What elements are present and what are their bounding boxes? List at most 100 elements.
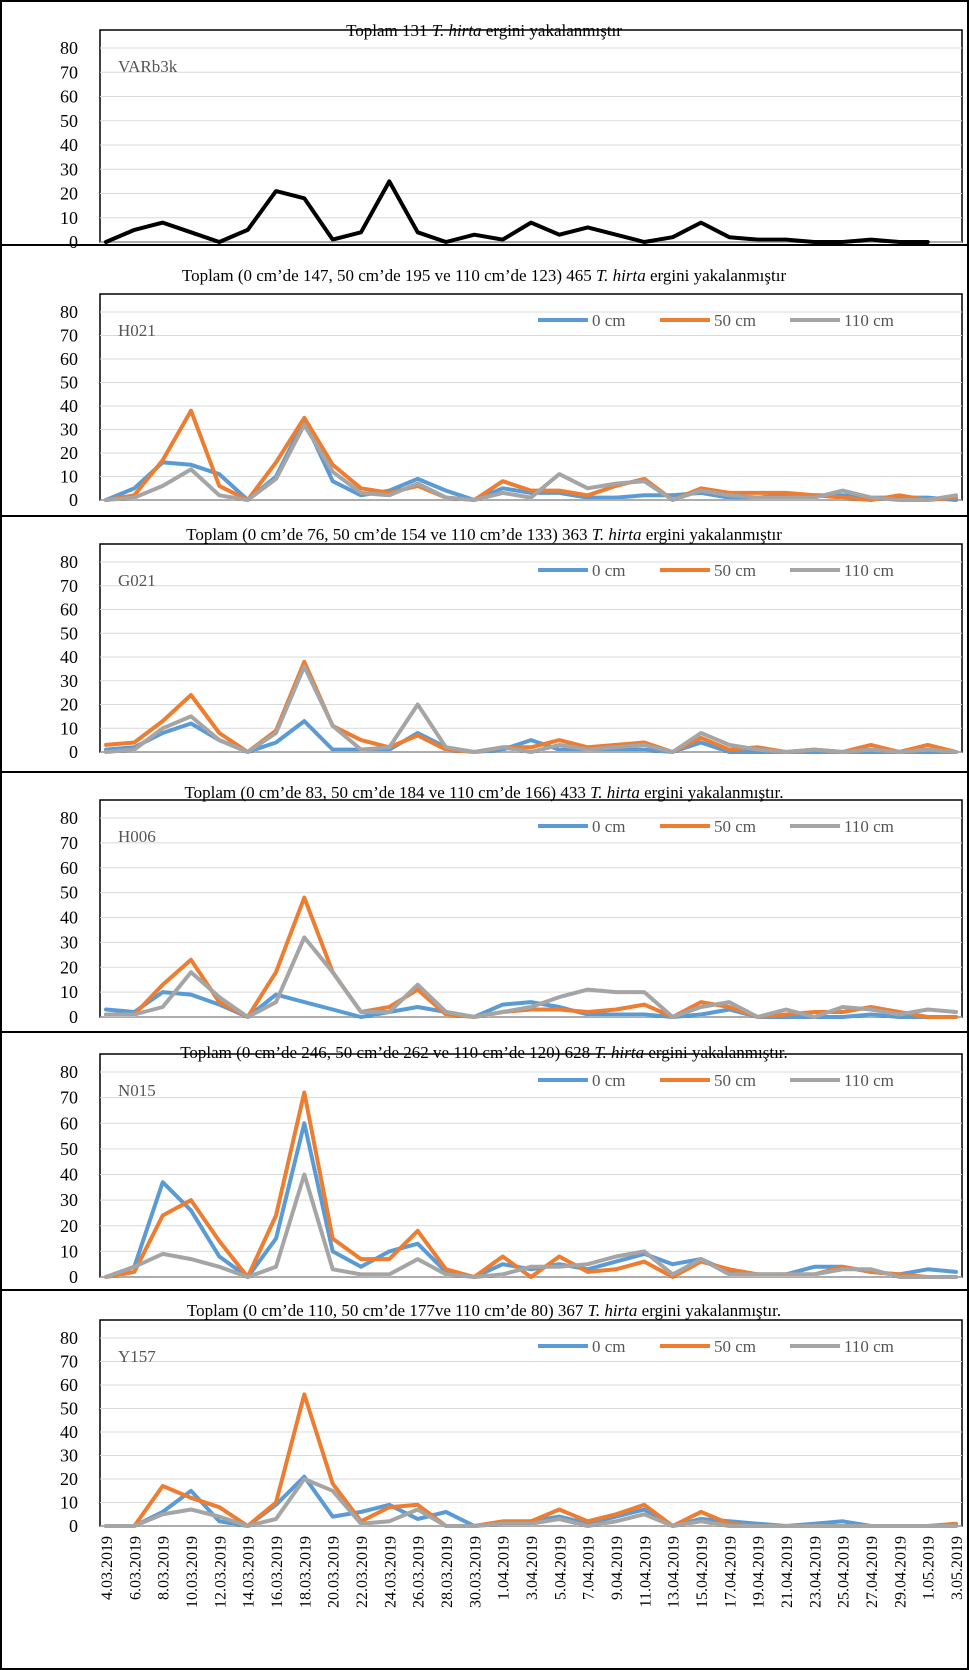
title-part: ergini yakalanmıştır <box>642 525 783 544</box>
site-label: Y157 <box>118 1347 156 1366</box>
y-tick-label: 10 <box>60 1493 78 1513</box>
panel-y157: 0 10 20 30 40 50 60 70 80 Toplam (0 cm’de 110, 50… <box>0 1289 969 1608</box>
series-line-s110 <box>104 422 958 502</box>
legend: 0 cm 50 cm 110 cm <box>538 1071 894 1090</box>
x-tick-label: 30.03.2019 <box>467 1536 484 1608</box>
site-label: N015 <box>118 1081 156 1100</box>
legend-label-s110: 110 cm <box>844 1337 894 1356</box>
y-tick-label: 0 <box>69 1267 78 1287</box>
y-tick-label: 70 <box>60 576 78 596</box>
legend-label-s110: 110 cm <box>844 1071 894 1090</box>
y-tick-label: 80 <box>60 1062 78 1082</box>
title-part: Toplam 131 <box>346 21 432 40</box>
x-tick-label: 8.03.2019 <box>156 1536 173 1600</box>
title-part: Toplam (0 cm’de 246, 50 cm’de 262 ve 110… <box>180 1043 594 1062</box>
series-line-s110 <box>104 1172 958 1279</box>
x-tick-label: 21.04.2019 <box>779 1536 796 1608</box>
y-tick-label: 80 <box>60 1328 78 1348</box>
y-tick-label: 50 <box>60 623 78 643</box>
title-part: ergini yakalanmıştır. <box>640 783 784 802</box>
x-tick-label: 13.04.2019 <box>666 1536 683 1608</box>
y-tick-label: 10 <box>60 208 78 228</box>
panel-h021: 0 10 20 30 40 50 60 70 80 Toplam (0 cm’de 147, 50… <box>0 244 969 510</box>
y-tick-label: 30 <box>60 1446 78 1466</box>
y-tick-label: 20 <box>60 1216 78 1236</box>
legend: 0 cm 50 cm 110 cm <box>538 311 894 330</box>
series-line-s0 <box>104 418 958 502</box>
x-tick-label: 23.04.2019 <box>807 1536 824 1608</box>
x-tick-label: 26.03.2019 <box>411 1536 428 1608</box>
legend-label-s50: 50 cm <box>714 1071 756 1090</box>
panel-varb3k: 0 10 20 30 40 50 60 70 80 Toplam 131 T. hirta erg… <box>60 21 963 252</box>
x-tick-label: 11.04.2019 <box>637 1536 654 1607</box>
y-tick-label: 60 <box>60 1113 78 1133</box>
y-tick-label: 70 <box>60 62 78 82</box>
title-part: Toplam (0 cm’de 110, 50 cm’de 177ve 110 … <box>187 1301 588 1320</box>
y-tick-label: 60 <box>60 87 78 107</box>
x-tick-label: 9.04.2019 <box>609 1536 626 1600</box>
legend-label-s50: 50 cm <box>714 817 756 836</box>
site-label: G021 <box>118 571 156 590</box>
y-tick-label: 70 <box>60 326 78 346</box>
legend-label-s0: 0 cm <box>592 311 626 330</box>
title-part: T. hirta <box>592 525 642 544</box>
title-part: ergini yakalanmıştır <box>482 21 623 40</box>
site-label: VARb3k <box>118 57 178 76</box>
title-part: ergini yakalanmıştır. <box>644 1043 788 1062</box>
x-tick-label: 19.04.2019 <box>751 1536 768 1608</box>
series-line-s50 <box>104 895 958 1019</box>
legend: 0 cm 50 cm 110 cm <box>538 817 894 836</box>
title-part: ergini yakalanmıştır. <box>637 1301 781 1320</box>
legend-label-s110: 110 cm <box>844 817 894 836</box>
title-part: T. hirta <box>596 266 646 285</box>
plot-frame <box>99 1053 963 1278</box>
legend-label-s50: 50 cm <box>714 1337 756 1356</box>
series-line-s110 <box>104 1477 958 1528</box>
title-part: T. hirta <box>432 21 482 40</box>
title-part: T. hirta <box>594 1043 644 1062</box>
y-tick-label: 20 <box>60 957 78 977</box>
chart-title: Toplam (0 cm’de 147, 50 cm’de 195 ve 110… <box>182 266 787 285</box>
plot-frame <box>99 29 963 243</box>
series-line-single <box>104 179 930 244</box>
panel-n015: 0 10 20 30 40 50 60 70 80 Toplam (0 cm’de 246, 50… <box>0 1031 969 1287</box>
y-tick-label: 20 <box>60 184 78 204</box>
legend-label-s0: 0 cm <box>592 1337 626 1356</box>
title-part: Toplam (0 cm’de 147, 50 cm’de 195 ve 110… <box>182 266 596 285</box>
plot-frame <box>99 1319 963 1527</box>
x-tick-label: 1.04.2019 <box>496 1536 513 1600</box>
y-tick-label: 40 <box>60 1165 78 1185</box>
y-tick-label: 60 <box>60 1375 78 1395</box>
panel-g021: 0 10 20 30 40 50 60 70 80 Toplam (0 cm’de 76, 50 … <box>0 515 969 762</box>
chart-title: Toplam 131 T. hirta ergini yakalanmıştır <box>346 21 622 40</box>
y-tick-label: 80 <box>60 552 78 572</box>
x-tick-label: 17.04.2019 <box>722 1536 739 1608</box>
y-tick-label: 60 <box>60 600 78 620</box>
legend-label-s0: 0 cm <box>592 561 626 580</box>
title-part: T. hirta <box>588 1301 638 1320</box>
legend: 0 cm 50 cm 110 cm <box>538 1337 894 1356</box>
x-tick-label: 10.03.2019 <box>184 1536 201 1608</box>
y-tick-label: 70 <box>60 1088 78 1108</box>
x-tick-label: 5.04.2019 <box>552 1536 569 1600</box>
y-tick-label: 30 <box>60 932 78 952</box>
y-tick-label: 30 <box>60 1190 78 1210</box>
x-tick-label: 6.03.2019 <box>127 1536 144 1600</box>
y-tick-label: 0 <box>69 232 78 252</box>
x-tick-label: 24.03.2019 <box>382 1536 399 1608</box>
y-tick-label: 30 <box>60 671 78 691</box>
y-tick-label: 0 <box>69 490 78 510</box>
y-tick-label: 20 <box>60 695 78 715</box>
series-line-s50 <box>104 1392 958 1528</box>
y-tick-label: 40 <box>60 908 78 928</box>
y-tick-label: 40 <box>60 396 78 416</box>
x-tick-label: 12.03.2019 <box>212 1536 229 1608</box>
y-tick-label: 80 <box>60 38 78 58</box>
y-tick-label: 30 <box>60 420 78 440</box>
y-tick-label: 20 <box>60 1469 78 1489</box>
chart-title: Toplam (0 cm’de 83, 50 cm’de 184 ve 110 … <box>184 783 783 802</box>
title-part: T. hirta <box>590 783 640 802</box>
legend-label-s110: 110 cm <box>844 561 894 580</box>
series-line-s110 <box>104 935 958 1019</box>
